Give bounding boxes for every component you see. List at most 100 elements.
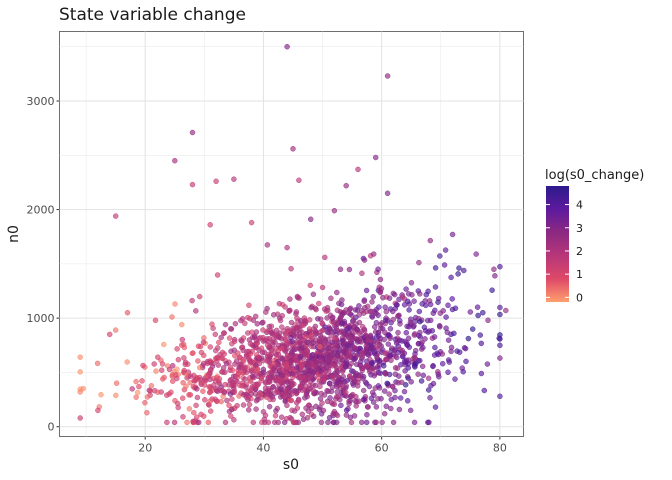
y-tick-label: 3000: [27, 95, 55, 108]
data-point: [278, 414, 285, 420]
data-point: [384, 380, 390, 387]
data-point: [497, 393, 503, 400]
data-point: [321, 392, 328, 398]
colorbar-tick-label: 1: [576, 268, 583, 281]
data-point: [320, 371, 327, 377]
data-point: [169, 363, 176, 369]
data-point: [480, 309, 486, 316]
data-point: [338, 301, 345, 308]
data-point: [206, 384, 212, 390]
data-point: [201, 413, 207, 419]
data-point: [186, 392, 192, 398]
data-point: [425, 387, 432, 393]
data-point: [94, 360, 101, 367]
data-point: [343, 359, 350, 365]
data-point: [318, 411, 325, 417]
data-point: [190, 419, 196, 426]
data-point: [334, 389, 340, 395]
data-point: [281, 419, 288, 426]
data-point: [432, 284, 439, 290]
data-point: [372, 419, 378, 426]
data-point: [456, 349, 463, 355]
data-point: [270, 339, 276, 345]
data-point: [379, 419, 385, 426]
data-point: [405, 298, 411, 305]
data-point: [417, 318, 423, 325]
data-point: [308, 405, 315, 412]
data-point: [371, 349, 378, 355]
data-point: [360, 396, 367, 403]
data-point: [381, 410, 388, 417]
data-point: [214, 345, 221, 351]
data-point: [189, 181, 196, 188]
data-point: [436, 323, 443, 329]
data-point: [240, 347, 246, 354]
data-point: [318, 419, 325, 426]
data-point: [303, 333, 310, 340]
data-point: [206, 389, 213, 396]
data-point: [381, 336, 387, 343]
data-point: [284, 325, 291, 332]
data-point: [95, 407, 101, 414]
data-point: [426, 328, 433, 334]
data-point: [376, 284, 383, 291]
data-point: [279, 324, 285, 330]
data-point: [196, 293, 203, 300]
data-point: [277, 377, 284, 383]
data-point: [465, 335, 472, 342]
data-point: [283, 338, 289, 344]
data-point: [324, 315, 330, 321]
data-point: [379, 320, 385, 326]
data-point: [179, 336, 186, 343]
data-point: [417, 357, 423, 364]
data-point: [410, 324, 417, 330]
data-point: [403, 286, 409, 292]
data-point: [452, 305, 459, 312]
data-point: [313, 330, 319, 337]
data-point: [220, 369, 226, 375]
data-point: [405, 291, 412, 297]
data-point: [313, 306, 319, 313]
data-point: [334, 353, 341, 359]
data-point: [456, 265, 462, 271]
data-point: [395, 329, 401, 336]
data-point: [284, 379, 290, 385]
data-point: [232, 320, 239, 327]
data-point: [375, 333, 382, 339]
data-point: [442, 247, 449, 253]
data-point: [339, 297, 345, 303]
data-point: [446, 359, 453, 365]
data-point: [284, 402, 290, 409]
data-point: [338, 313, 344, 320]
data-point: [377, 370, 384, 377]
data-point: [264, 242, 271, 248]
data-point: [425, 375, 432, 382]
data-point: [286, 308, 292, 314]
data-point: [325, 345, 331, 352]
data-point: [326, 380, 333, 387]
data-points: [77, 43, 509, 426]
data-point: [229, 396, 235, 402]
data-point: [229, 406, 235, 413]
data-point: [293, 309, 300, 315]
data-point: [415, 340, 422, 347]
data-point: [364, 363, 370, 369]
data-point: [329, 363, 336, 369]
data-point: [334, 393, 340, 400]
data-point: [319, 327, 326, 334]
data-point: [186, 406, 193, 412]
data-point: [390, 419, 397, 426]
data-point: [363, 287, 370, 294]
data-point: [469, 326, 476, 332]
data-point: [190, 350, 196, 356]
data-point: [189, 129, 196, 136]
data-point: [273, 408, 279, 414]
data-point: [374, 354, 380, 361]
data-point: [265, 338, 271, 345]
data-point: [264, 358, 270, 364]
y-axis-title: n0: [6, 225, 22, 243]
data-point: [174, 346, 180, 352]
data-point: [232, 361, 238, 367]
data-point: [367, 308, 373, 315]
data-point: [325, 419, 331, 426]
